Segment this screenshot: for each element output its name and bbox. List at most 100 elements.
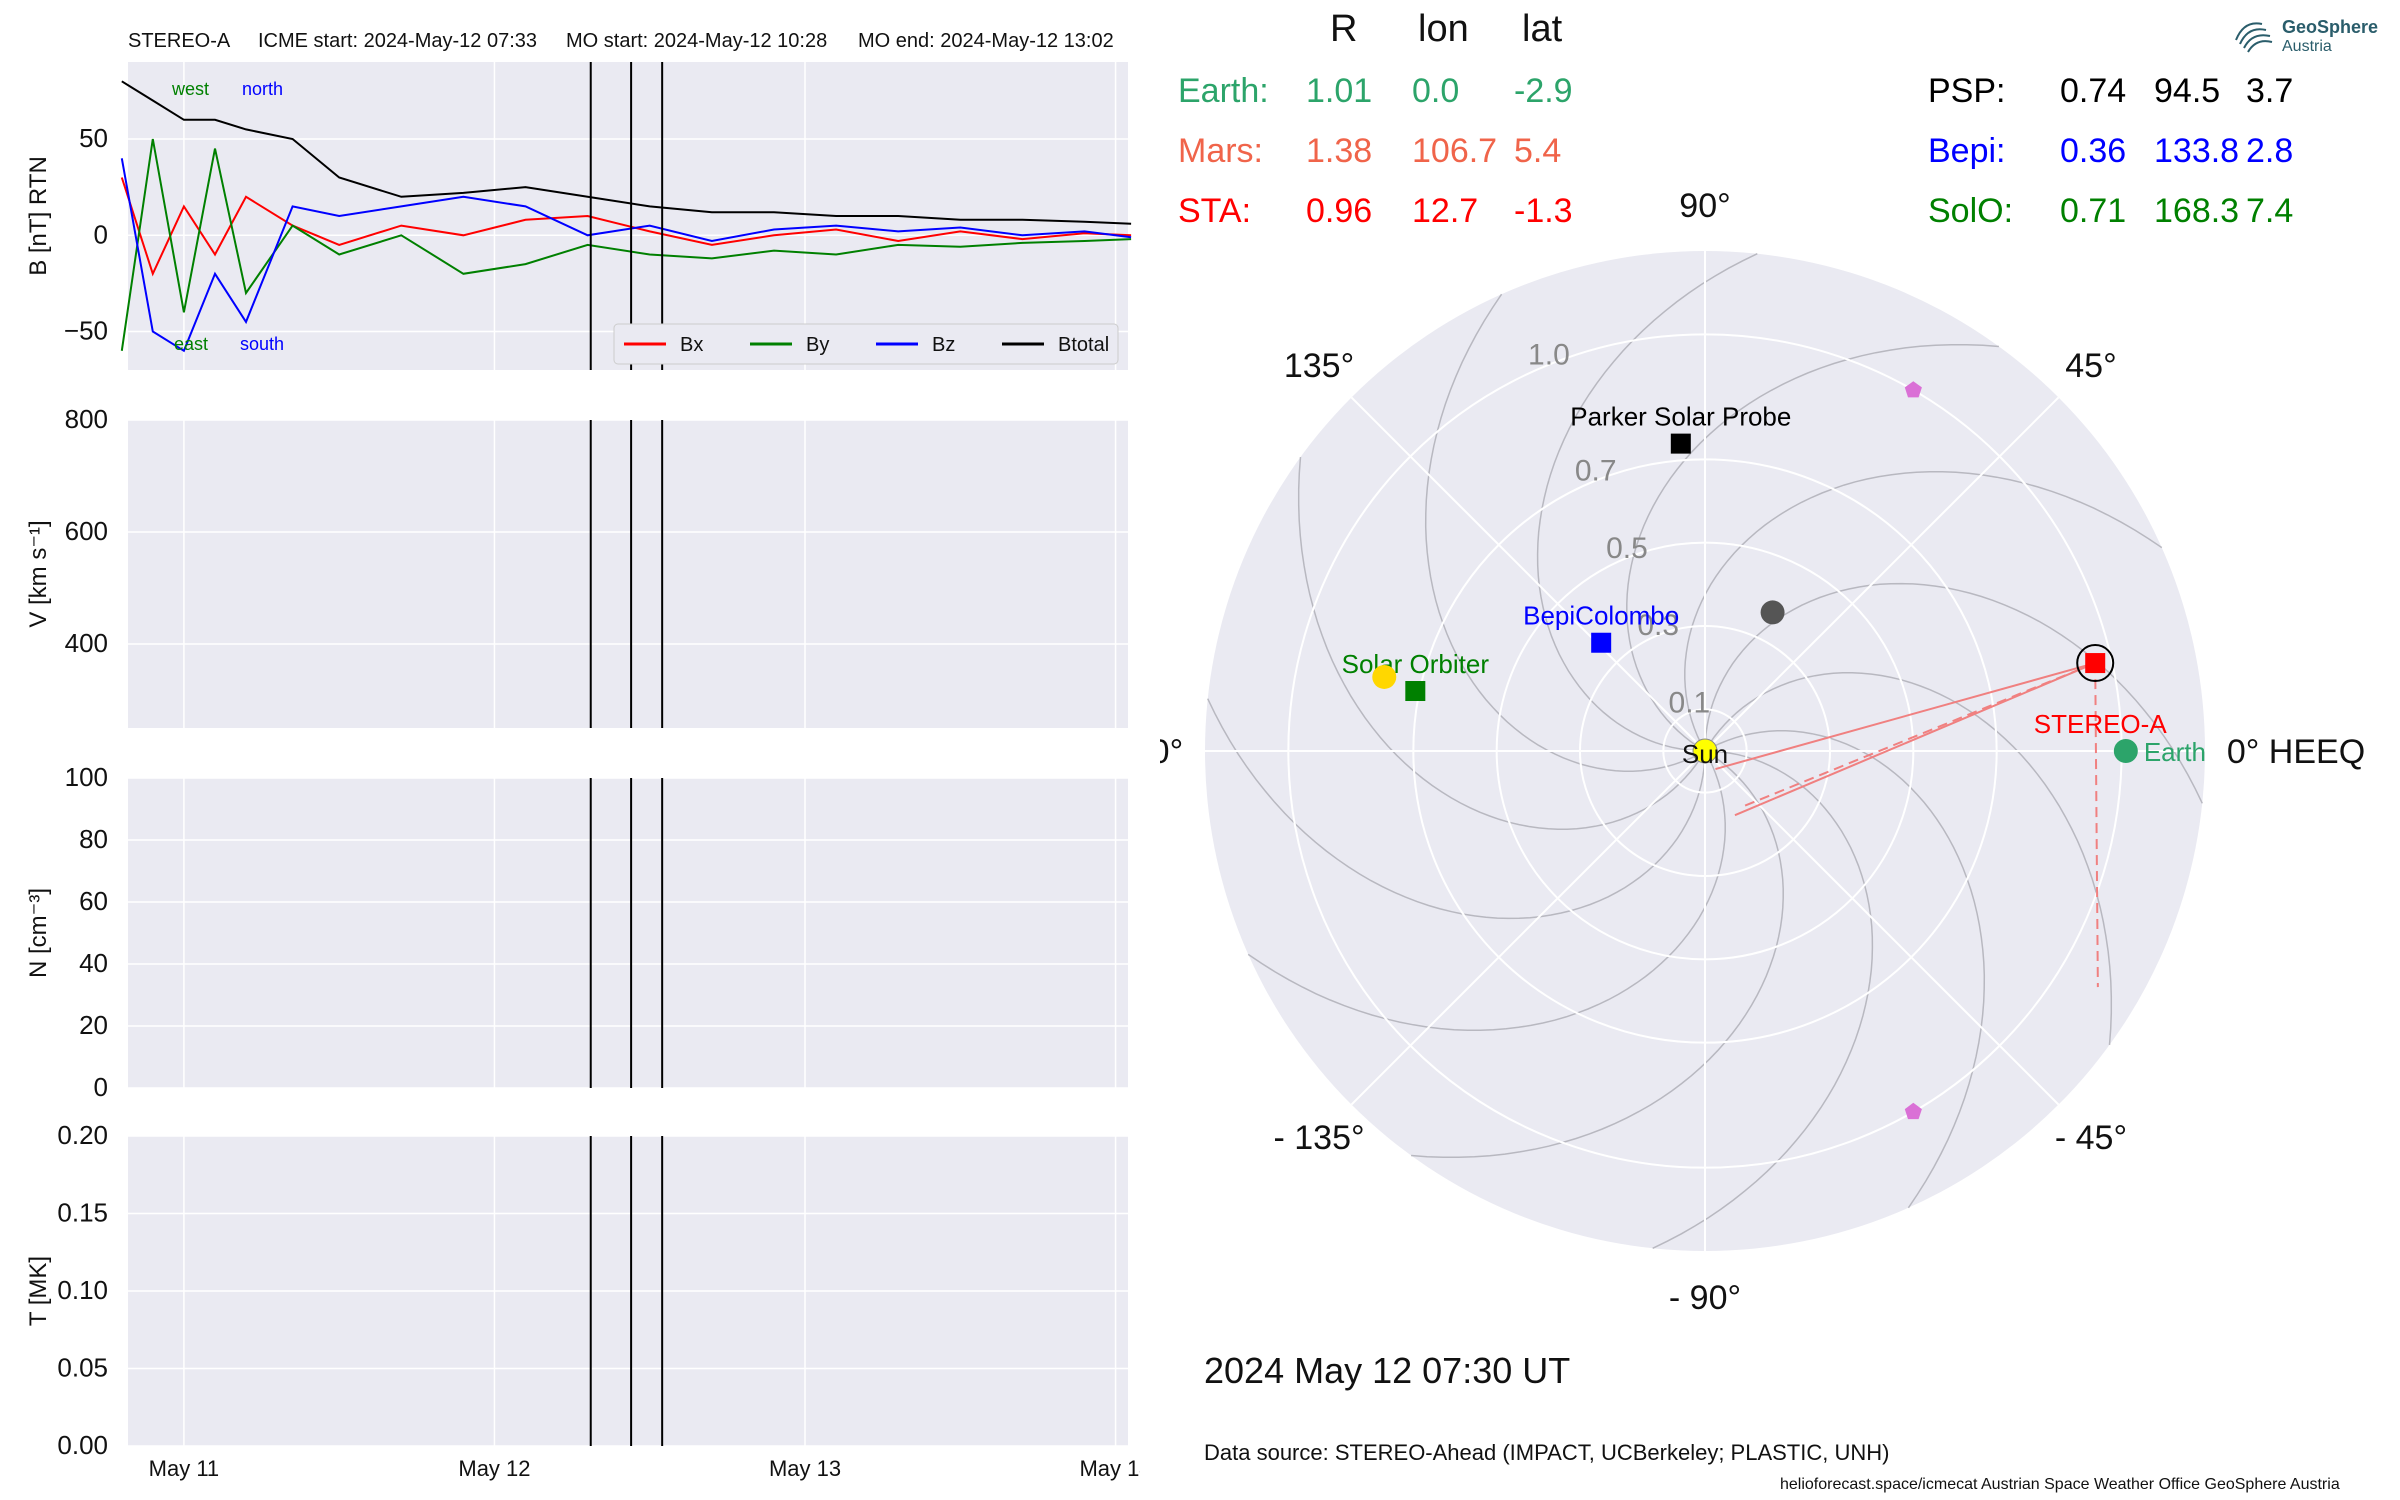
position-r: 0.96	[1306, 192, 1373, 230]
timestamp: 2024 May 12 07:30 UT	[1204, 1350, 1571, 1391]
position-lon: 168.3	[2154, 192, 2240, 230]
position-name: SolO:	[1928, 192, 2014, 230]
field-line	[2094, 663, 2099, 988]
series-line-Bx	[120, 177, 1132, 277]
position-lon: 106.7	[1412, 132, 1498, 170]
position-lat: 3.7	[2246, 72, 2294, 110]
y-axis-label: T [MK]	[25, 1256, 52, 1326]
position-lat: -1.3	[1514, 192, 1573, 230]
y-axis-label: N [cm⁻³]	[25, 888, 52, 978]
y-axis-label: V [km s⁻¹]	[25, 520, 52, 627]
y-axis-label: B [nT] RTN	[25, 156, 52, 276]
panel-background	[128, 62, 1128, 370]
y-tick-label: 0	[94, 1072, 108, 1102]
time-series-panels: 50 0 −50 B [nT] RTN west north east south Bx By Bz…	[25, 62, 1140, 1481]
annotation-west: west	[171, 79, 209, 99]
y-tick-label: 800	[65, 404, 108, 434]
position-name: Bepi:	[1928, 132, 2006, 170]
position-lon: 94.5	[2154, 72, 2221, 110]
legend-label-Bx: Bx	[680, 334, 703, 356]
annotation-south: south	[240, 334, 284, 354]
y-tick-label: 400	[65, 628, 108, 658]
col-header-r: R	[1330, 8, 1358, 50]
x-tick-label: May 14	[1079, 1456, 1140, 1481]
body-label-bepicolombo: BepiColombo	[1523, 601, 1679, 631]
header-spacecraft: STEREO-A	[128, 30, 231, 52]
y-tick-label: 20	[79, 1010, 108, 1040]
angle-label: 45°	[2065, 347, 2116, 385]
body-marker-marker	[1760, 600, 1785, 625]
body-marker-earth	[2113, 739, 2138, 763]
footer-credits: helioforecast.space/icmecat Austrian Spa…	[1780, 1476, 2340, 1493]
body-marker-stereo-a	[2085, 653, 2106, 674]
position-lon: 12.7	[1412, 192, 1479, 230]
position-name: Earth:	[1178, 72, 1269, 110]
angle-label: - 135°	[1273, 1119, 1364, 1157]
panel-3: 0.20 0.15 0.10 0.05 0.00 T [MK] May 11 May 12 Ma…	[25, 1120, 1140, 1481]
geosphere-logo-icon	[2235, 22, 2273, 53]
x-tick-label: May 12	[458, 1456, 530, 1481]
body-label-solar-orbiter: Solar Orbiter	[1342, 649, 1490, 679]
position-r: 1.01	[1306, 72, 1373, 110]
body-marker-pentagon	[1904, 1102, 1922, 1120]
body-marker-parker-solar-probe	[1670, 433, 1691, 454]
legend-label-Btotal: Btotal	[1058, 334, 1109, 356]
body-marker-sun	[1692, 738, 1718, 764]
angle-label: - 90°	[1669, 1279, 1741, 1317]
panel-0: 50 0 −50 B [nT] RTN west north east south Bx By Bz…	[25, 62, 1132, 370]
col-header-lon: lon	[1418, 8, 1469, 50]
y-tick-label: 0.10	[57, 1275, 108, 1305]
position-r: 0.74	[2060, 72, 2127, 110]
body-label-earth: Earth	[2144, 737, 2206, 767]
x-tick-label: May 13	[769, 1456, 841, 1481]
body-marker-solar-orbiter	[1405, 681, 1426, 702]
body-label-stereo-a: STEREO-A	[2034, 709, 2168, 739]
series-line-Bz	[120, 158, 1132, 353]
data-source: Data source: STEREO-Ahead (IMPACT, UCBer…	[1204, 1440, 1890, 1465]
header-icme-start: ICME start: 2024-May-12 07:33	[258, 30, 538, 52]
body-marker-bepicolombo	[1591, 632, 1612, 653]
y-tick-label: 40	[79, 948, 108, 978]
position-r: 0.71	[2060, 192, 2127, 230]
y-tick-label: 0.15	[57, 1198, 108, 1228]
y-tick-label: 0.20	[57, 1120, 108, 1150]
y-tick-label: 60	[79, 886, 108, 916]
angle-label: - 45°	[2055, 1119, 2127, 1157]
panel-background	[128, 778, 1128, 1088]
header-mo-start: MO start: 2024-May-12 10:28	[566, 30, 828, 52]
series-line-Btotal	[121, 80, 1132, 225]
logo-line1: GeoSphere	[2282, 17, 2379, 37]
sta-highlight-ring	[2076, 644, 2115, 683]
body-label-sun: Sun	[1682, 739, 1728, 769]
header-mo-end: MO end: 2024-May-12 13:02	[858, 30, 1114, 52]
y-tick-label: 100	[65, 762, 108, 792]
y-tick-label: 0.00	[57, 1430, 108, 1460]
polar-spoke	[1350, 396, 1706, 752]
sta-field-lines	[1715, 662, 2099, 988]
polar-axes: 0.1 0.3 0.5 0.7 1.0 90° 45° 0° HEEQ - 45° - 90° - …	[1160, 187, 2365, 1317]
radial-tick-label: 0.7	[1575, 455, 1617, 488]
panel-background	[128, 420, 1128, 728]
polar-spoke	[1350, 750, 1706, 1106]
y-tick-label: −50	[64, 316, 108, 346]
position-name: STA:	[1178, 192, 1252, 230]
radial-tick-label: 0.1	[1669, 686, 1711, 719]
y-tick-label: 80	[79, 824, 108, 854]
position-r: 1.38	[1306, 132, 1373, 170]
x-tick-label: May 11	[149, 1456, 220, 1481]
position-lat: 2.8	[2246, 132, 2294, 170]
legend: Bx By Bz Btotal	[613, 323, 1119, 365]
legend-label-Bz: Bz	[932, 334, 955, 356]
body-label-parker-solar-probe: Parker Solar Probe	[1570, 402, 1791, 432]
position-name: PSP:	[1928, 72, 2006, 110]
y-tick-label: 50	[79, 123, 108, 153]
angle-label: 90°	[1679, 187, 1730, 225]
radial-tick-label: 1.0	[1528, 339, 1570, 372]
polar-spoke	[1704, 396, 2060, 752]
annotation-east: east	[174, 334, 208, 354]
panel-2: 100 80 60 40 20 0 N [cm⁻³]	[25, 762, 1128, 1102]
position-lon: 0.0	[1412, 72, 1460, 110]
angle-label: +/- 180°	[1160, 733, 1183, 771]
position-lat: 5.4	[1514, 132, 1562, 170]
